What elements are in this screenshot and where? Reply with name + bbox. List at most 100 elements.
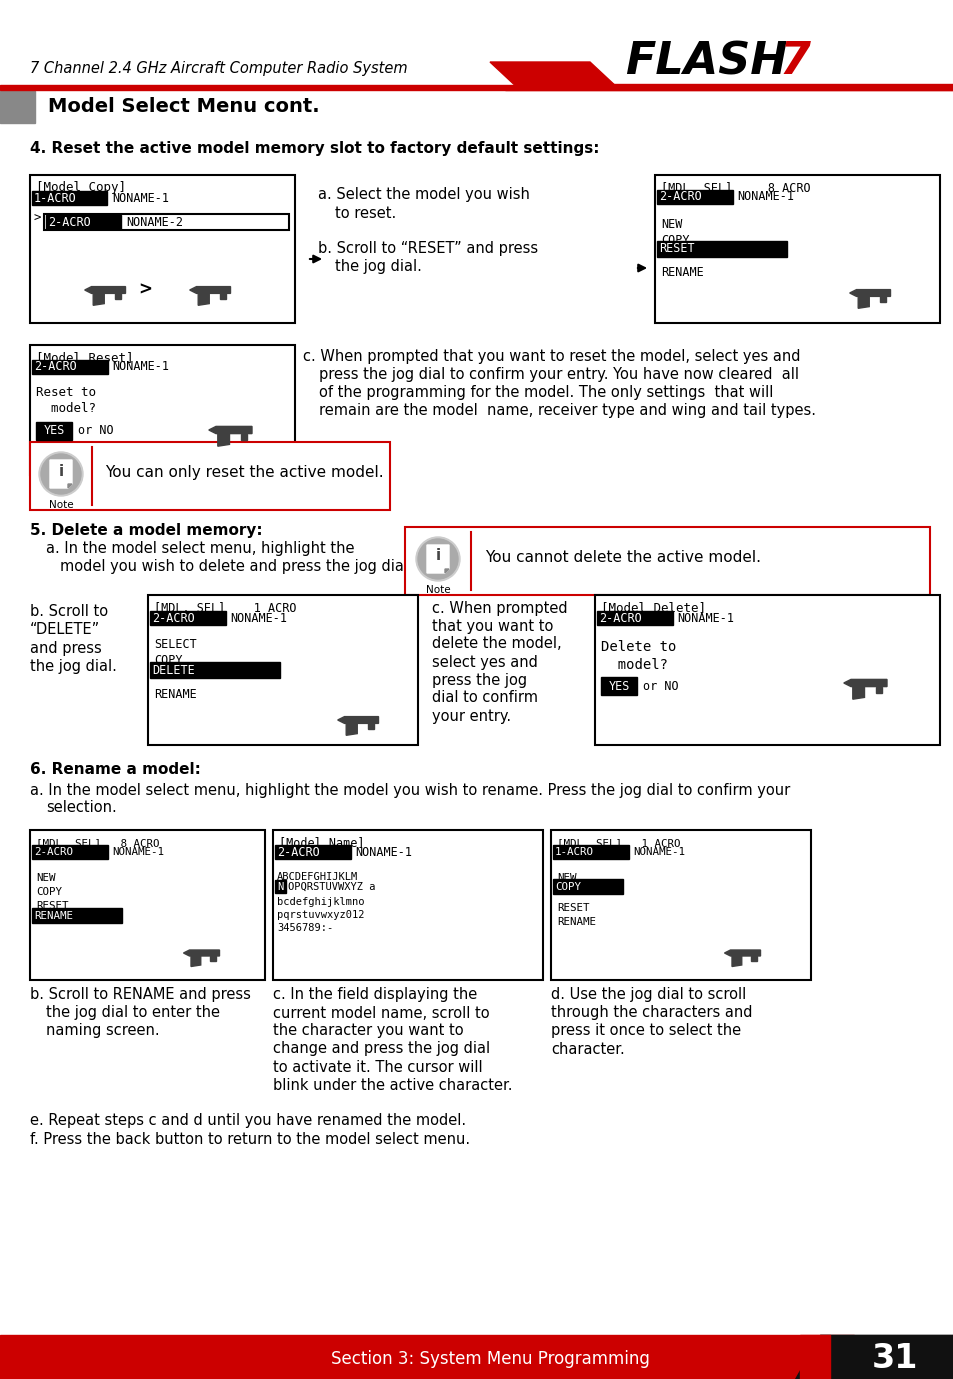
Text: RESET: RESET (36, 900, 69, 912)
Text: 31: 31 (871, 1343, 917, 1375)
Text: RENAME: RENAME (557, 917, 596, 927)
Text: [Model Name]: [Model Name] (278, 837, 364, 849)
Text: bcdefghijklmno: bcdefghijklmno (276, 896, 364, 907)
Polygon shape (209, 426, 252, 433)
Polygon shape (368, 724, 374, 729)
Text: e. Repeat steps c and d until you have renamed the model.: e. Repeat steps c and d until you have r… (30, 1113, 466, 1128)
Polygon shape (794, 1335, 953, 1379)
Polygon shape (858, 296, 868, 309)
Polygon shape (211, 956, 215, 961)
Text: i: i (435, 549, 440, 564)
Bar (148, 594, 417, 745)
Bar (30, 443, 390, 510)
Text: NONAME-1: NONAME-1 (112, 360, 169, 374)
Bar (150, 611, 226, 625)
Bar (32, 907, 122, 923)
Polygon shape (880, 296, 885, 302)
Text: f. Press the back button to return to the model select menu.: f. Press the back button to return to th… (30, 1132, 470, 1147)
Text: NONAME-1: NONAME-1 (112, 192, 169, 204)
Text: 2-ACRO: 2-ACRO (34, 847, 73, 856)
Text: delete the model,: delete the model, (432, 637, 561, 651)
Polygon shape (68, 484, 71, 488)
Text: the jog dial to enter the: the jog dial to enter the (46, 1005, 220, 1020)
Text: 3456789:-: 3456789:- (276, 923, 333, 934)
Polygon shape (800, 1335, 829, 1379)
Text: YES: YES (43, 425, 65, 437)
Text: character.: character. (551, 1041, 624, 1056)
Text: 2-ACRO: 2-ACRO (152, 611, 194, 625)
Text: [MDL. SEL]    1 ACRO: [MDL. SEL] 1 ACRO (153, 601, 296, 615)
Circle shape (39, 452, 83, 496)
Text: >: > (34, 211, 42, 225)
Polygon shape (852, 687, 863, 699)
Text: or NO: or NO (78, 425, 113, 437)
Polygon shape (504, 84, 953, 90)
Text: through the characters and: through the characters and (551, 1005, 752, 1020)
Polygon shape (191, 956, 200, 967)
Text: the character you want to: the character you want to (273, 1023, 463, 1038)
Polygon shape (723, 950, 760, 956)
Text: naming screen.: naming screen. (46, 1023, 159, 1038)
Bar (551, 830, 810, 980)
Text: [MDL. SEL]   8 ACRO: [MDL. SEL] 8 ACRO (36, 838, 159, 848)
Text: [Model Copy]: [Model Copy] (36, 182, 126, 194)
Bar (32, 360, 108, 374)
Text: RESET: RESET (659, 243, 694, 255)
Polygon shape (220, 294, 226, 299)
Text: 2-ACRO: 2-ACRO (34, 360, 76, 374)
Text: NEW: NEW (36, 873, 55, 883)
Text: current model name, scroll to: current model name, scroll to (273, 1005, 489, 1020)
Text: Reset to: Reset to (36, 386, 96, 400)
Text: 6. Rename a model:: 6. Rename a model: (30, 763, 201, 778)
Polygon shape (183, 950, 219, 956)
Text: OPQRSTUVWXYZ a: OPQRSTUVWXYZ a (288, 883, 375, 892)
Text: YES: YES (608, 680, 629, 692)
Text: NONAME-1: NONAME-1 (737, 190, 793, 204)
Polygon shape (751, 956, 756, 961)
Text: NONAME-1: NONAME-1 (677, 611, 733, 625)
Text: 2-ACRO: 2-ACRO (598, 611, 641, 625)
Text: 2-ACRO: 2-ACRO (276, 845, 319, 859)
Text: [MDL. SEL]   1 ACRO: [MDL. SEL] 1 ACRO (557, 838, 679, 848)
Text: NONAME-1: NONAME-1 (355, 845, 412, 859)
Bar (46, 215, 121, 229)
Text: “DELETE”: “DELETE” (30, 622, 100, 637)
Polygon shape (190, 287, 231, 294)
Polygon shape (346, 724, 356, 735)
Text: ABCDEFGHIJKLM: ABCDEFGHIJKLM (276, 872, 358, 883)
Text: pqrstuvwxyz012: pqrstuvwxyz012 (276, 910, 364, 920)
Text: Model Select Menu cont.: Model Select Menu cont. (48, 98, 319, 116)
Text: [MDL. SEL]     8 ACRO: [MDL. SEL] 8 ACRO (660, 182, 810, 194)
Polygon shape (198, 294, 209, 305)
Polygon shape (849, 290, 889, 296)
Text: a. In the model select menu, highlight the model you wish to rename. Press the j: a. In the model select menu, highlight t… (30, 782, 789, 797)
Text: c. When prompted: c. When prompted (432, 600, 567, 615)
Text: NONAME-2: NONAME-2 (126, 215, 183, 229)
Bar (36, 422, 71, 440)
Text: 4. Reset the active model memory slot to factory default settings:: 4. Reset the active model memory slot to… (30, 141, 598, 156)
Text: a. Select the model you wish: a. Select the model you wish (317, 188, 529, 203)
Text: the jog dial.: the jog dial. (335, 258, 421, 273)
Text: 2-ACRO: 2-ACRO (48, 215, 91, 229)
Bar (0, 85, 953, 90)
Text: NONAME-1: NONAME-1 (633, 847, 684, 856)
Bar (30, 345, 294, 474)
Text: blink under the active character.: blink under the active character. (273, 1077, 512, 1092)
Text: NEW: NEW (557, 873, 576, 883)
Text: model?: model? (36, 403, 96, 415)
Text: 5. Delete a model memory:: 5. Delete a model memory: (30, 523, 262, 538)
Text: b. Scroll to “RESET” and press: b. Scroll to “RESET” and press (317, 240, 537, 255)
Text: c. In the field displaying the: c. In the field displaying the (273, 987, 476, 1003)
Text: b. Scroll to: b. Scroll to (30, 604, 108, 619)
Text: NONAME-1: NONAME-1 (230, 611, 287, 625)
Bar (0, 1335, 853, 1379)
Polygon shape (731, 956, 741, 967)
Polygon shape (427, 545, 449, 574)
Text: select yes and: select yes and (432, 655, 537, 669)
Bar (597, 611, 672, 625)
Text: SELECT: SELECT (153, 638, 196, 651)
Circle shape (41, 454, 81, 494)
Polygon shape (217, 433, 230, 447)
Text: [Model Delete]: [Model Delete] (600, 601, 705, 615)
Text: press the jog: press the jog (432, 673, 527, 688)
